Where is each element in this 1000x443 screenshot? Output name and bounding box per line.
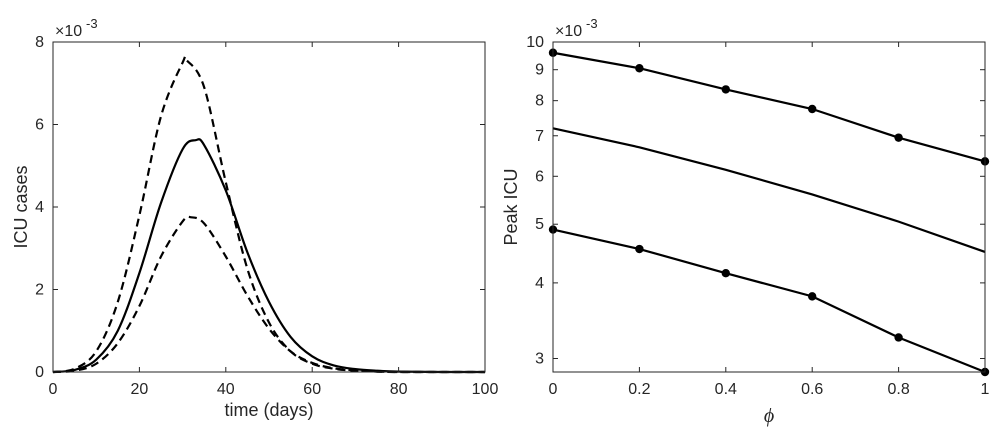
right-panel: 0 0.2 0.4 0.6 0.8 1 3 4 5 6 7 8 9 10 ×10 -3 ϕ Peak I… [501,16,990,427]
data-point-marker [808,292,817,301]
series-line-0 [552,51,986,163]
y-tick-label: 10 [526,34,544,51]
data-point-marker [721,269,730,278]
data-point-marker [635,64,644,73]
y-tick-label: 5 [535,216,544,233]
right-y-label: Peak ICU [501,168,521,245]
x-tick-label: 40 [217,381,235,398]
x-tick-label: 20 [131,381,149,398]
left-curves [52,55,486,374]
y-tick-label: 8 [535,93,544,110]
x-tick-label: 0 [549,381,558,398]
x-tick-label: 0.4 [715,381,737,398]
y-tick-label: 0 [35,364,44,381]
right-y-ticks: 3 4 5 6 7 8 9 10 [526,34,985,368]
x-tick-label: 100 [472,381,499,398]
x-tick-label: 0.6 [801,381,823,398]
right-curves [548,48,990,377]
series-line-1 [552,127,986,253]
series-line-1 [52,138,486,374]
left-y-label: ICU cases [11,165,31,248]
right-axes-box [552,41,986,373]
y-tick-label: 8 [35,34,44,51]
left-panel: 0 20 40 60 80 100 0 2 4 6 8 ×10 -3 time (days) IC… [11,16,498,420]
left-exponent-power: -3 [86,16,98,31]
left-x-label: time (days) [224,400,313,420]
y-tick-label: 4 [535,275,544,292]
y-tick-label: 3 [535,351,544,368]
series-line-2 [52,215,485,374]
x-tick-label: 1 [981,381,990,398]
right-x-label: ϕ [764,405,774,427]
data-point-marker [894,133,903,142]
data-point-marker [894,333,903,342]
x-tick-label: 0.2 [628,381,650,398]
right-x-ticks: 0 0.2 0.4 0.6 0.8 1 [549,42,990,398]
data-point-marker [808,104,817,114]
left-y-ticks: 0 2 4 6 8 [35,34,485,381]
x-tick-label: 80 [390,381,408,398]
y-tick-label: 4 [35,199,44,216]
x-tick-label: 60 [303,381,321,398]
y-tick-label: 6 [535,168,544,185]
series-line-2 [552,228,986,374]
y-tick-label: 2 [35,282,44,299]
right-exponent-base: ×10 [555,23,582,40]
y-tick-label: 6 [35,117,44,134]
left-exponent-base: ×10 [55,23,82,40]
left-x-ticks: 0 20 40 60 80 100 [49,42,499,398]
data-point-marker [635,244,644,254]
data-point-marker [721,85,730,94]
x-tick-label: 0 [49,381,58,398]
y-tick-label: 9 [535,62,544,79]
right-exponent-power: -3 [586,16,598,31]
y-tick-label: 7 [535,128,544,145]
series-line-0 [52,55,485,374]
x-tick-label: 0.8 [887,381,909,398]
